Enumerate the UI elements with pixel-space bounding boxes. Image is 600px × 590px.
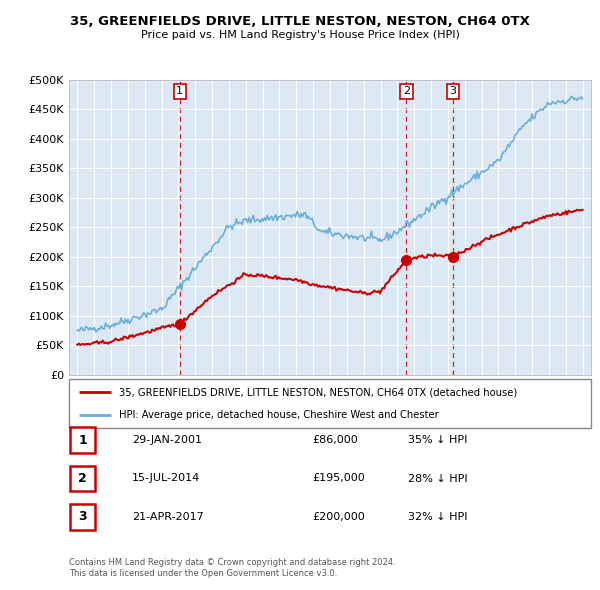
FancyBboxPatch shape [70, 466, 95, 491]
Text: HPI: Average price, detached house, Cheshire West and Chester: HPI: Average price, detached house, Ches… [119, 409, 439, 419]
Text: 35% ↓ HPI: 35% ↓ HPI [408, 435, 467, 445]
Text: £86,000: £86,000 [312, 435, 358, 445]
Text: 15-JUL-2014: 15-JUL-2014 [132, 474, 200, 483]
Text: Contains HM Land Registry data © Crown copyright and database right 2024.: Contains HM Land Registry data © Crown c… [69, 558, 395, 566]
FancyBboxPatch shape [69, 379, 591, 428]
Text: 35, GREENFIELDS DRIVE, LITTLE NESTON, NESTON, CH64 0TX: 35, GREENFIELDS DRIVE, LITTLE NESTON, NE… [70, 15, 530, 28]
Text: £195,000: £195,000 [312, 474, 365, 483]
Text: 2: 2 [78, 472, 87, 485]
Text: 1: 1 [78, 434, 87, 447]
Text: 29-JAN-2001: 29-JAN-2001 [132, 435, 202, 445]
Text: 21-APR-2017: 21-APR-2017 [132, 512, 204, 522]
Text: 3: 3 [449, 87, 457, 96]
Text: 1: 1 [176, 87, 183, 96]
FancyBboxPatch shape [70, 504, 95, 530]
Text: This data is licensed under the Open Government Licence v3.0.: This data is licensed under the Open Gov… [69, 569, 337, 578]
Text: 2: 2 [403, 87, 410, 96]
Text: 35, GREENFIELDS DRIVE, LITTLE NESTON, NESTON, CH64 0TX (detached house): 35, GREENFIELDS DRIVE, LITTLE NESTON, NE… [119, 388, 517, 398]
FancyBboxPatch shape [70, 427, 95, 453]
Text: 28% ↓ HPI: 28% ↓ HPI [408, 474, 467, 483]
Text: 3: 3 [78, 510, 87, 523]
Text: 32% ↓ HPI: 32% ↓ HPI [408, 512, 467, 522]
Text: Price paid vs. HM Land Registry's House Price Index (HPI): Price paid vs. HM Land Registry's House … [140, 30, 460, 40]
Text: £200,000: £200,000 [312, 512, 365, 522]
